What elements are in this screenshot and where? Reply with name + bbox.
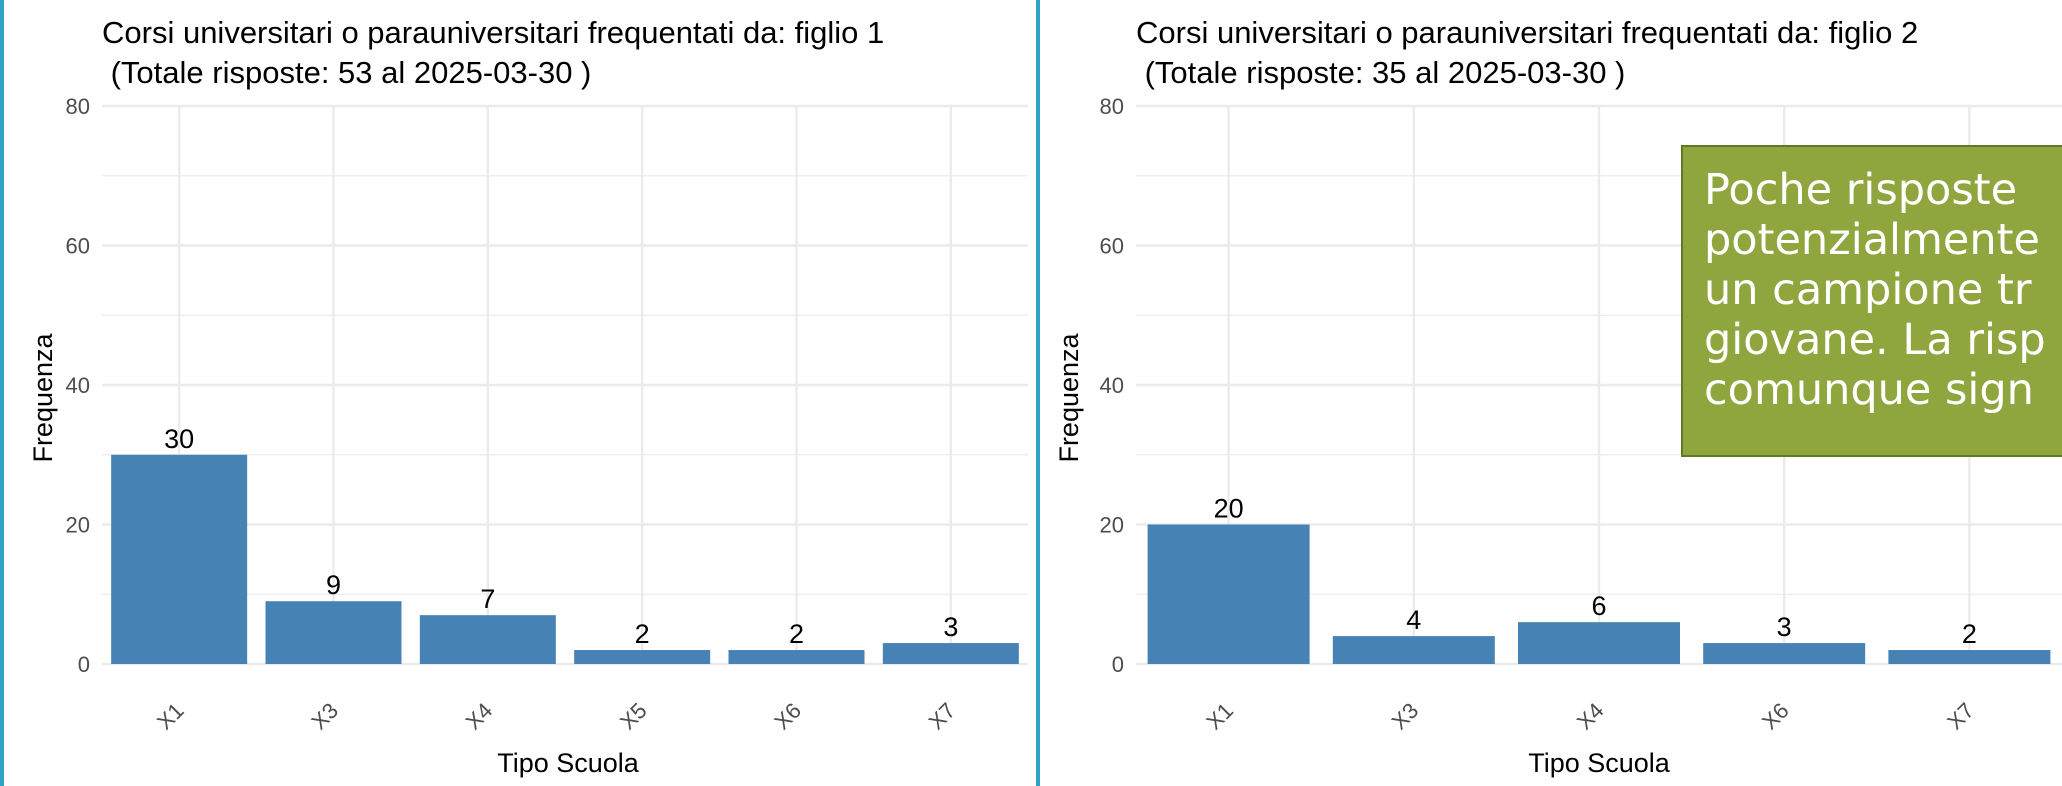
bar-x3 <box>1332 636 1495 664</box>
data-label: 20 <box>1214 494 1244 524</box>
x-tick-label: X6 <box>1757 698 1794 735</box>
x-tick-label: X1 <box>1201 698 1238 735</box>
bar-x6 <box>1703 643 1866 664</box>
x-tick-label: X6 <box>769 698 806 735</box>
bar-x1 <box>1147 524 1310 664</box>
y-tick-label: 20 <box>66 513 90 538</box>
x-tick-label: X7 <box>1942 698 1979 735</box>
data-label: 6 <box>1591 591 1606 621</box>
bar-x7 <box>882 643 1019 664</box>
bar-x4 <box>419 615 556 664</box>
chart-title: Corsi universitari o parauniversitari fr… <box>1136 15 1918 50</box>
data-label: 4 <box>1406 605 1421 635</box>
note-callout: Poche risposte potenzialmente un campion… <box>1681 145 2062 457</box>
bar-x5 <box>574 650 711 664</box>
chart-title: Corsi universitari o parauniversitari fr… <box>102 15 884 50</box>
x-tick-label: X4 <box>1572 698 1609 735</box>
y-tick-label: 20 <box>1100 513 1124 538</box>
data-label: 2 <box>789 619 804 649</box>
y-tick-label: 60 <box>66 234 90 259</box>
x-tick-label: X3 <box>1387 698 1424 735</box>
chart-subtitle: (Totale risposte: 35 al 2025-03-30 ) <box>1136 55 1625 90</box>
x-tick-label: X3 <box>306 698 343 735</box>
x-tick-label: X5 <box>615 698 652 735</box>
bar-chart-figlio-2: Corsi universitari o parauniversitari fr… <box>1054 15 2062 778</box>
data-label: 9 <box>326 570 341 600</box>
y-tick-label: 60 <box>1100 234 1124 259</box>
y-tick-label: 0 <box>1112 652 1124 677</box>
bar-x6 <box>728 650 865 664</box>
bar-x3 <box>265 601 402 664</box>
bar-x1 <box>111 454 248 664</box>
bar-x4 <box>1518 622 1680 664</box>
y-tick-label: 40 <box>66 373 90 398</box>
data-label: 2 <box>1962 619 1977 649</box>
chart-subtitle: (Totale risposte: 53 al 2025-03-30 ) <box>102 55 591 90</box>
chart-panel-figlio-1: Corsi universitari o parauniversitari fr… <box>0 0 1040 786</box>
y-axis-label: Frequenza <box>28 332 58 462</box>
data-label: 3 <box>943 612 958 642</box>
y-tick-label: 80 <box>1100 94 1124 119</box>
grid-lines <box>102 104 1028 666</box>
data-label: 7 <box>480 584 495 614</box>
y-tick-label: 0 <box>78 652 90 677</box>
y-axis-label: Frequenza <box>1054 332 1084 462</box>
x-axis-label: Tipo Scuola <box>497 748 640 778</box>
x-axis-label: Tipo Scuola <box>1528 748 1671 778</box>
x-tick-label: X4 <box>461 698 498 735</box>
x-tick-label: X7 <box>924 698 961 735</box>
data-label: 30 <box>164 424 194 454</box>
y-tick-label: 80 <box>66 94 90 119</box>
bar-x7 <box>1888 650 2051 664</box>
data-label: 3 <box>1777 612 1792 642</box>
y-tick-label: 40 <box>1100 373 1124 398</box>
data-label: 2 <box>635 619 650 649</box>
bar-chart-figlio-1: Corsi universitari o parauniversitari fr… <box>28 15 1028 778</box>
x-tick-label: X1 <box>152 698 189 735</box>
